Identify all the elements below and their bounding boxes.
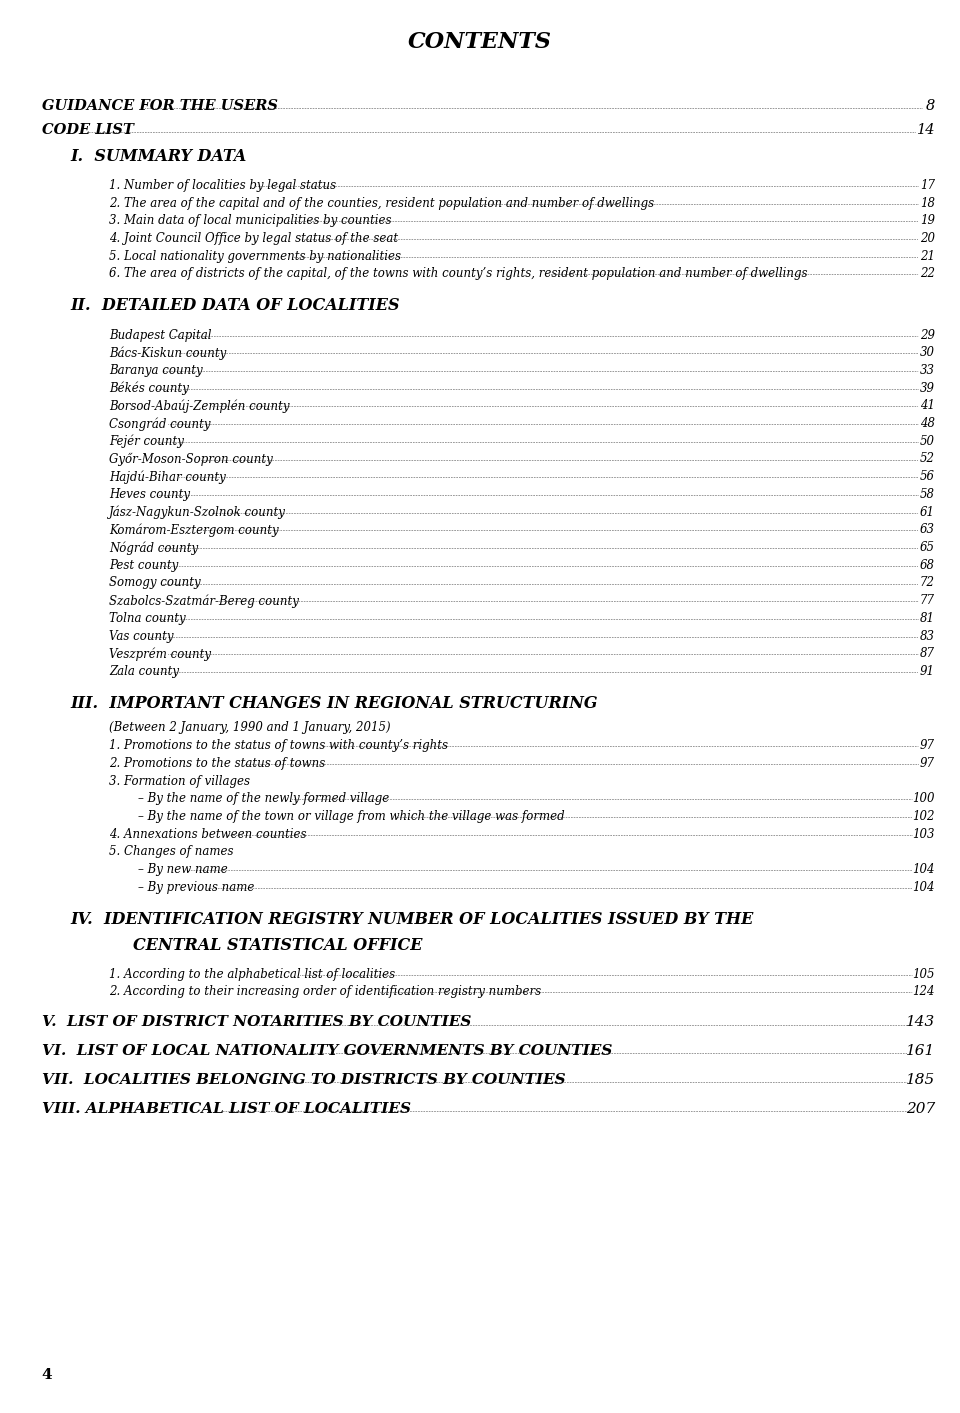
Text: 104: 104	[913, 863, 935, 876]
Text: 6. The area of districts of the capital, of the towns with county’s rights, resi: 6. The area of districts of the capital,…	[108, 267, 807, 280]
Text: 20: 20	[920, 232, 935, 244]
Text: 50: 50	[920, 435, 935, 448]
Text: Somogy county: Somogy county	[108, 577, 201, 589]
Text: IV.  IDENTIFICATION REGISTRY NUMBER OF LOCALITIES ISSUED BY THE: IV. IDENTIFICATION REGISTRY NUMBER OF LO…	[70, 911, 754, 928]
Text: Békés county: Békés county	[108, 382, 189, 396]
Text: 41: 41	[920, 400, 935, 413]
Text: 19: 19	[920, 215, 935, 227]
Text: 72: 72	[920, 577, 935, 589]
Text: 2. According to their increasing order of identification registry numbers: 2. According to their increasing order o…	[108, 985, 541, 999]
Text: – By the name of the newly formed village: – By the name of the newly formed villag…	[137, 793, 389, 805]
Text: V.  LIST OF DISTRICT NOTARITIES BY COUNTIES: V. LIST OF DISTRICT NOTARITIES BY COUNTI…	[41, 1016, 471, 1030]
Text: Borsod-Abaúj-Zemplén county: Borsod-Abaúj-Zemplén county	[108, 400, 289, 413]
Text: 5. Local nationality governments by nationalities: 5. Local nationality governments by nati…	[108, 250, 401, 263]
Text: 1. According to the alphabetical list of localities: 1. According to the alphabetical list of…	[108, 968, 395, 981]
Text: 18: 18	[920, 196, 935, 209]
Text: 124: 124	[913, 985, 935, 999]
Text: 91: 91	[920, 666, 935, 678]
Text: 100: 100	[913, 793, 935, 805]
Text: 8: 8	[925, 99, 935, 113]
Text: Baranya county: Baranya county	[108, 365, 203, 377]
Text: 185: 185	[905, 1072, 935, 1087]
Text: 21: 21	[920, 250, 935, 263]
Text: 102: 102	[913, 810, 935, 822]
Text: 4. Annexations between counties: 4. Annexations between counties	[108, 828, 306, 841]
Text: 83: 83	[920, 630, 935, 643]
Text: VI.  LIST OF LOCAL NATIONALITY GOVERNMENTS BY COUNTIES: VI. LIST OF LOCAL NATIONALITY GOVERNMENT…	[41, 1044, 612, 1058]
Text: 52: 52	[920, 452, 935, 465]
Text: Fejér county: Fejér county	[108, 435, 183, 448]
Text: III.  IMPORTANT CHANGES IN REGIONAL STRUCTURING: III. IMPORTANT CHANGES IN REGIONAL STRUC…	[70, 695, 598, 712]
Text: Hajdú-Bihar county: Hajdú-Bihar county	[108, 471, 226, 483]
Text: GUIDANCE FOR THE USERS: GUIDANCE FOR THE USERS	[41, 99, 277, 113]
Text: Vas county: Vas county	[108, 630, 174, 643]
Text: 3. Main data of local municipalities by counties: 3. Main data of local municipalities by …	[108, 215, 392, 227]
Text: 33: 33	[920, 365, 935, 377]
Text: Komárom-Esztergom county: Komárom-Esztergom county	[108, 523, 278, 537]
Text: 63: 63	[920, 523, 935, 537]
Text: 29: 29	[920, 328, 935, 342]
Text: 48: 48	[920, 417, 935, 430]
Text: 61: 61	[920, 506, 935, 519]
Text: 68: 68	[920, 558, 935, 572]
Text: CODE LIST: CODE LIST	[41, 123, 133, 137]
Text: Szabolcs-Szatmár-Bereg county: Szabolcs-Szatmár-Bereg county	[108, 593, 299, 608]
Text: – By the name of the town or village from which the village was formed: – By the name of the town or village fro…	[137, 810, 564, 822]
Text: Jász-Nagykun-Szolnok county: Jász-Nagykun-Szolnok county	[108, 506, 286, 519]
Text: 97: 97	[920, 739, 935, 752]
Text: 30: 30	[920, 346, 935, 359]
Text: – By previous name: – By previous name	[137, 880, 254, 894]
Text: Veszprém county: Veszprém county	[108, 647, 211, 661]
Text: 3. Formation of villages: 3. Formation of villages	[108, 774, 250, 787]
Text: 81: 81	[920, 612, 935, 625]
Text: 104: 104	[913, 880, 935, 894]
Text: Nógrád county: Nógrád county	[108, 541, 198, 554]
Text: 103: 103	[913, 828, 935, 841]
Text: 87: 87	[920, 647, 935, 660]
Text: 4: 4	[41, 1368, 52, 1382]
Text: CONTENTS: CONTENTS	[408, 31, 552, 52]
Text: 5. Changes of names: 5. Changes of names	[108, 845, 233, 858]
Text: Bács-Kiskun county: Bács-Kiskun county	[108, 346, 227, 360]
Text: VIII. ALPHABETICAL LIST OF LOCALITIES: VIII. ALPHABETICAL LIST OF LOCALITIES	[41, 1102, 411, 1116]
Text: Tolna county: Tolna county	[108, 612, 185, 625]
Text: 14: 14	[917, 123, 935, 137]
Text: 17: 17	[920, 179, 935, 192]
Text: 1. Promotions to the status of towns with county’s rights: 1. Promotions to the status of towns wit…	[108, 739, 448, 752]
Text: 39: 39	[920, 382, 935, 394]
Text: 1. Number of localities by legal status: 1. Number of localities by legal status	[108, 179, 336, 192]
Text: 143: 143	[905, 1016, 935, 1030]
Text: 2. The area of the capital and of the counties, resident population and number o: 2. The area of the capital and of the co…	[108, 196, 654, 209]
Text: 105: 105	[913, 968, 935, 981]
Text: 4. Joint Council Office by legal status of the seat: 4. Joint Council Office by legal status …	[108, 232, 398, 244]
Text: Zala county: Zala county	[108, 666, 179, 678]
Text: – By new name: – By new name	[137, 863, 228, 876]
Text: Csongrád county: Csongrád county	[108, 417, 210, 431]
Text: 97: 97	[920, 757, 935, 770]
Text: 58: 58	[920, 487, 935, 500]
Text: CENTRAL STATISTICAL OFFICE: CENTRAL STATISTICAL OFFICE	[132, 937, 422, 954]
Text: (Between 2 January, 1990 and 1 January, 2015): (Between 2 January, 1990 and 1 January, …	[108, 722, 391, 735]
Text: Heves county: Heves county	[108, 487, 190, 500]
Text: 207: 207	[905, 1102, 935, 1116]
Text: Budapest Capital: Budapest Capital	[108, 328, 211, 342]
Text: VII.  LOCALITIES BELONGING TO DISTRICTS BY COUNTIES: VII. LOCALITIES BELONGING TO DISTRICTS B…	[41, 1072, 565, 1087]
Text: 161: 161	[905, 1044, 935, 1058]
Text: 65: 65	[920, 541, 935, 554]
Text: 77: 77	[920, 593, 935, 608]
Text: I.  SUMMARY DATA: I. SUMMARY DATA	[70, 148, 247, 165]
Text: 22: 22	[920, 267, 935, 280]
Text: 2. Promotions to the status of towns: 2. Promotions to the status of towns	[108, 757, 325, 770]
Text: II.  DETAILED DATA OF LOCALITIES: II. DETAILED DATA OF LOCALITIES	[70, 298, 400, 315]
Text: Győr-Moson-Sopron county: Győr-Moson-Sopron county	[108, 452, 273, 466]
Text: Pest county: Pest county	[108, 558, 179, 572]
Text: 56: 56	[920, 471, 935, 483]
